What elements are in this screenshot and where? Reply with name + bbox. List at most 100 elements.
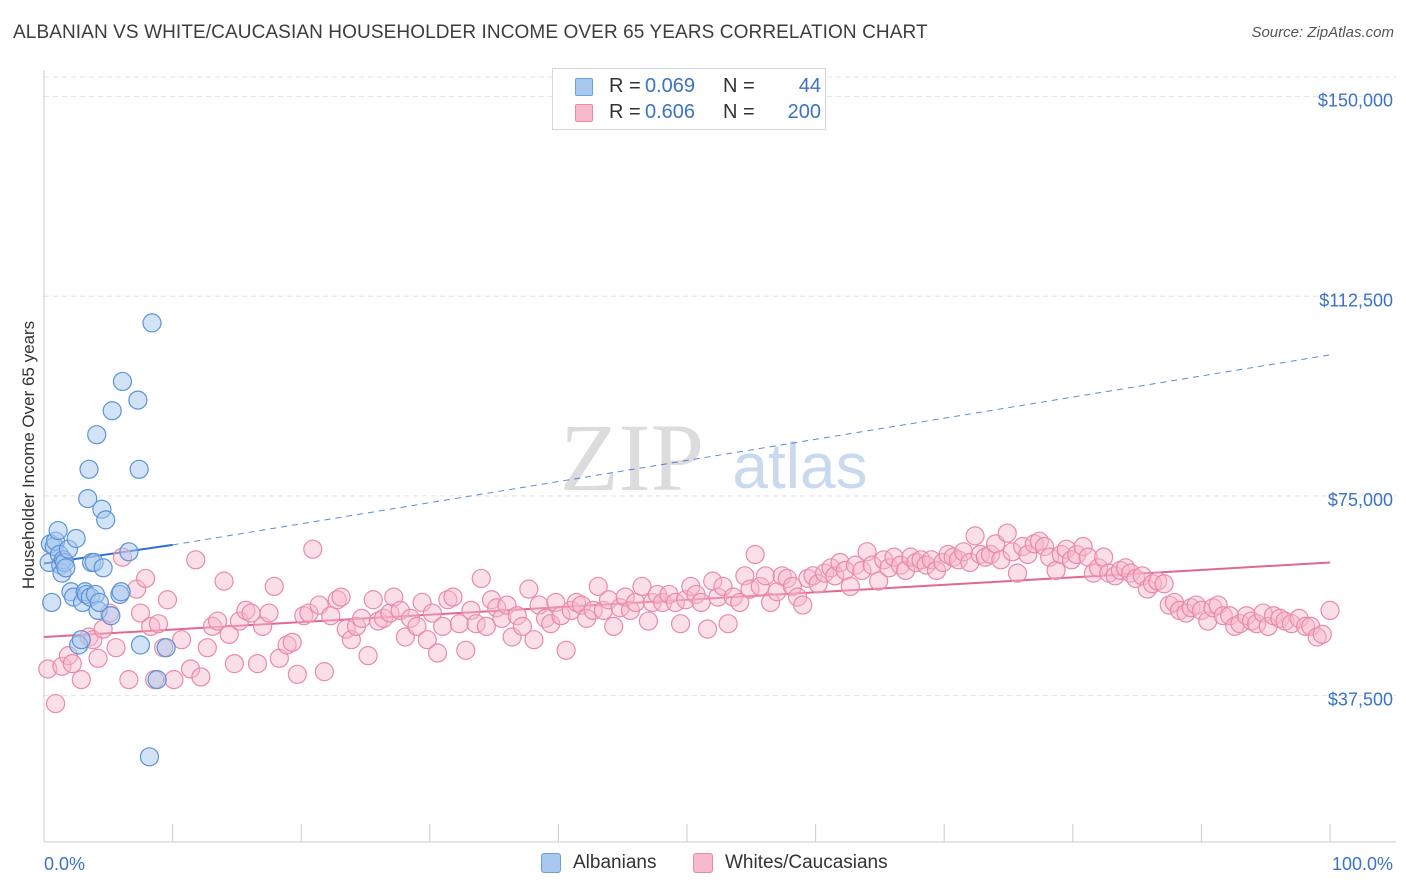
whites-point bbox=[551, 606, 571, 626]
whites-point bbox=[236, 600, 256, 621]
whites-trend-line bbox=[43, 561, 1331, 639]
whites-point bbox=[519, 579, 539, 599]
x-tick-label: 0.0% bbox=[44, 854, 85, 874]
whites-point bbox=[202, 616, 223, 636]
whites-point bbox=[1142, 574, 1163, 594]
y-axis-label: Householder Income Over 65 years bbox=[19, 321, 38, 589]
whites-point bbox=[1312, 624, 1332, 644]
data-points bbox=[38, 313, 1340, 767]
r-label: R = bbox=[609, 75, 641, 97]
n-label: N = bbox=[723, 75, 755, 97]
whites-point bbox=[1159, 595, 1179, 615]
albanians-point bbox=[142, 313, 162, 333]
whites-point bbox=[71, 670, 91, 690]
whites-point bbox=[808, 574, 828, 594]
whites-point bbox=[598, 590, 619, 610]
whites-point bbox=[321, 606, 341, 626]
albanians-point bbox=[129, 459, 149, 479]
whites-point bbox=[840, 576, 860, 597]
albanians-point bbox=[96, 510, 116, 530]
r-value: 0.606 bbox=[645, 101, 696, 123]
whites-point bbox=[997, 523, 1017, 543]
r-label: R = bbox=[609, 101, 641, 123]
whites-point bbox=[938, 544, 958, 565]
r-value: 0.069 bbox=[645, 75, 696, 97]
whites-point bbox=[373, 608, 394, 628]
whites-point bbox=[1083, 563, 1103, 583]
whites-legend-swatch bbox=[693, 853, 713, 873]
whites-point bbox=[1247, 614, 1267, 634]
whites-point bbox=[991, 550, 1011, 570]
whites-point bbox=[916, 555, 936, 575]
whites-point bbox=[1051, 544, 1071, 565]
whites-point bbox=[884, 547, 904, 567]
whites-point bbox=[960, 552, 980, 573]
whites-point bbox=[604, 616, 624, 636]
whites-point bbox=[1046, 560, 1066, 581]
whites-point bbox=[299, 603, 319, 623]
whites-point bbox=[1002, 542, 1022, 562]
watermark-atlas: atlas bbox=[732, 430, 867, 502]
whites-point bbox=[965, 526, 985, 546]
whites-point bbox=[62, 654, 82, 674]
whites-point bbox=[1067, 544, 1087, 565]
whites-point bbox=[638, 611, 659, 631]
albanians-point bbox=[156, 638, 176, 658]
whites-point bbox=[471, 568, 491, 589]
whites-point bbox=[1094, 547, 1114, 567]
whites-point bbox=[1320, 600, 1340, 621]
whites-point bbox=[926, 560, 947, 581]
whites-point bbox=[417, 630, 437, 650]
whites-point bbox=[980, 544, 1001, 565]
whites-point bbox=[1034, 536, 1055, 557]
whites-point bbox=[723, 587, 743, 607]
whites-point bbox=[368, 611, 388, 631]
whites-point bbox=[953, 542, 974, 562]
whites-point bbox=[507, 606, 527, 626]
whites-point bbox=[697, 619, 718, 639]
whites-point bbox=[282, 632, 302, 652]
axes bbox=[43, 70, 1396, 843]
whites-point bbox=[186, 550, 206, 570]
whites-point bbox=[566, 592, 587, 613]
axis-labels: Householder Income Over 65 years $37,500… bbox=[19, 91, 1393, 874]
whites-point bbox=[745, 544, 765, 565]
albanians-point bbox=[71, 630, 91, 650]
whites-point bbox=[1307, 627, 1327, 647]
whites-point bbox=[782, 576, 803, 597]
watermark-zip: ZIP bbox=[560, 404, 704, 511]
whites-point bbox=[135, 568, 156, 589]
whites-point bbox=[1088, 558, 1109, 578]
whites-point bbox=[422, 603, 442, 623]
whites-point bbox=[583, 600, 603, 621]
whites-point bbox=[535, 608, 556, 628]
albanians-legend-swatch bbox=[541, 853, 561, 873]
whites-point bbox=[331, 587, 351, 607]
series-legend: Albanians Whites/Caucasians bbox=[0, 852, 1406, 878]
whites-point bbox=[438, 590, 458, 610]
whites-point bbox=[541, 614, 561, 634]
n-value: 44 bbox=[798, 75, 821, 97]
whites-point bbox=[358, 646, 378, 666]
whites-point bbox=[593, 600, 614, 621]
whites-point bbox=[911, 550, 931, 570]
whites-point bbox=[456, 640, 476, 660]
whites-point bbox=[852, 560, 872, 581]
albanians-point bbox=[79, 459, 99, 479]
whites-point bbox=[632, 576, 652, 597]
whites-point bbox=[277, 635, 297, 655]
whites-point bbox=[303, 539, 323, 559]
whites-point bbox=[259, 603, 279, 623]
whites-point bbox=[1061, 550, 1082, 570]
source-credit: Source: ZipAtlas.com bbox=[1251, 24, 1394, 41]
whites-point bbox=[1301, 616, 1321, 636]
whites-point bbox=[755, 566, 776, 586]
whites-point bbox=[718, 614, 738, 634]
whites-point bbox=[157, 590, 178, 610]
whites-point bbox=[625, 592, 646, 613]
whites-point bbox=[1270, 608, 1290, 628]
albanians-point bbox=[93, 558, 113, 578]
albanians-trend-extension bbox=[172, 354, 1331, 546]
y-tick-label: $75,000 bbox=[1328, 490, 1393, 510]
